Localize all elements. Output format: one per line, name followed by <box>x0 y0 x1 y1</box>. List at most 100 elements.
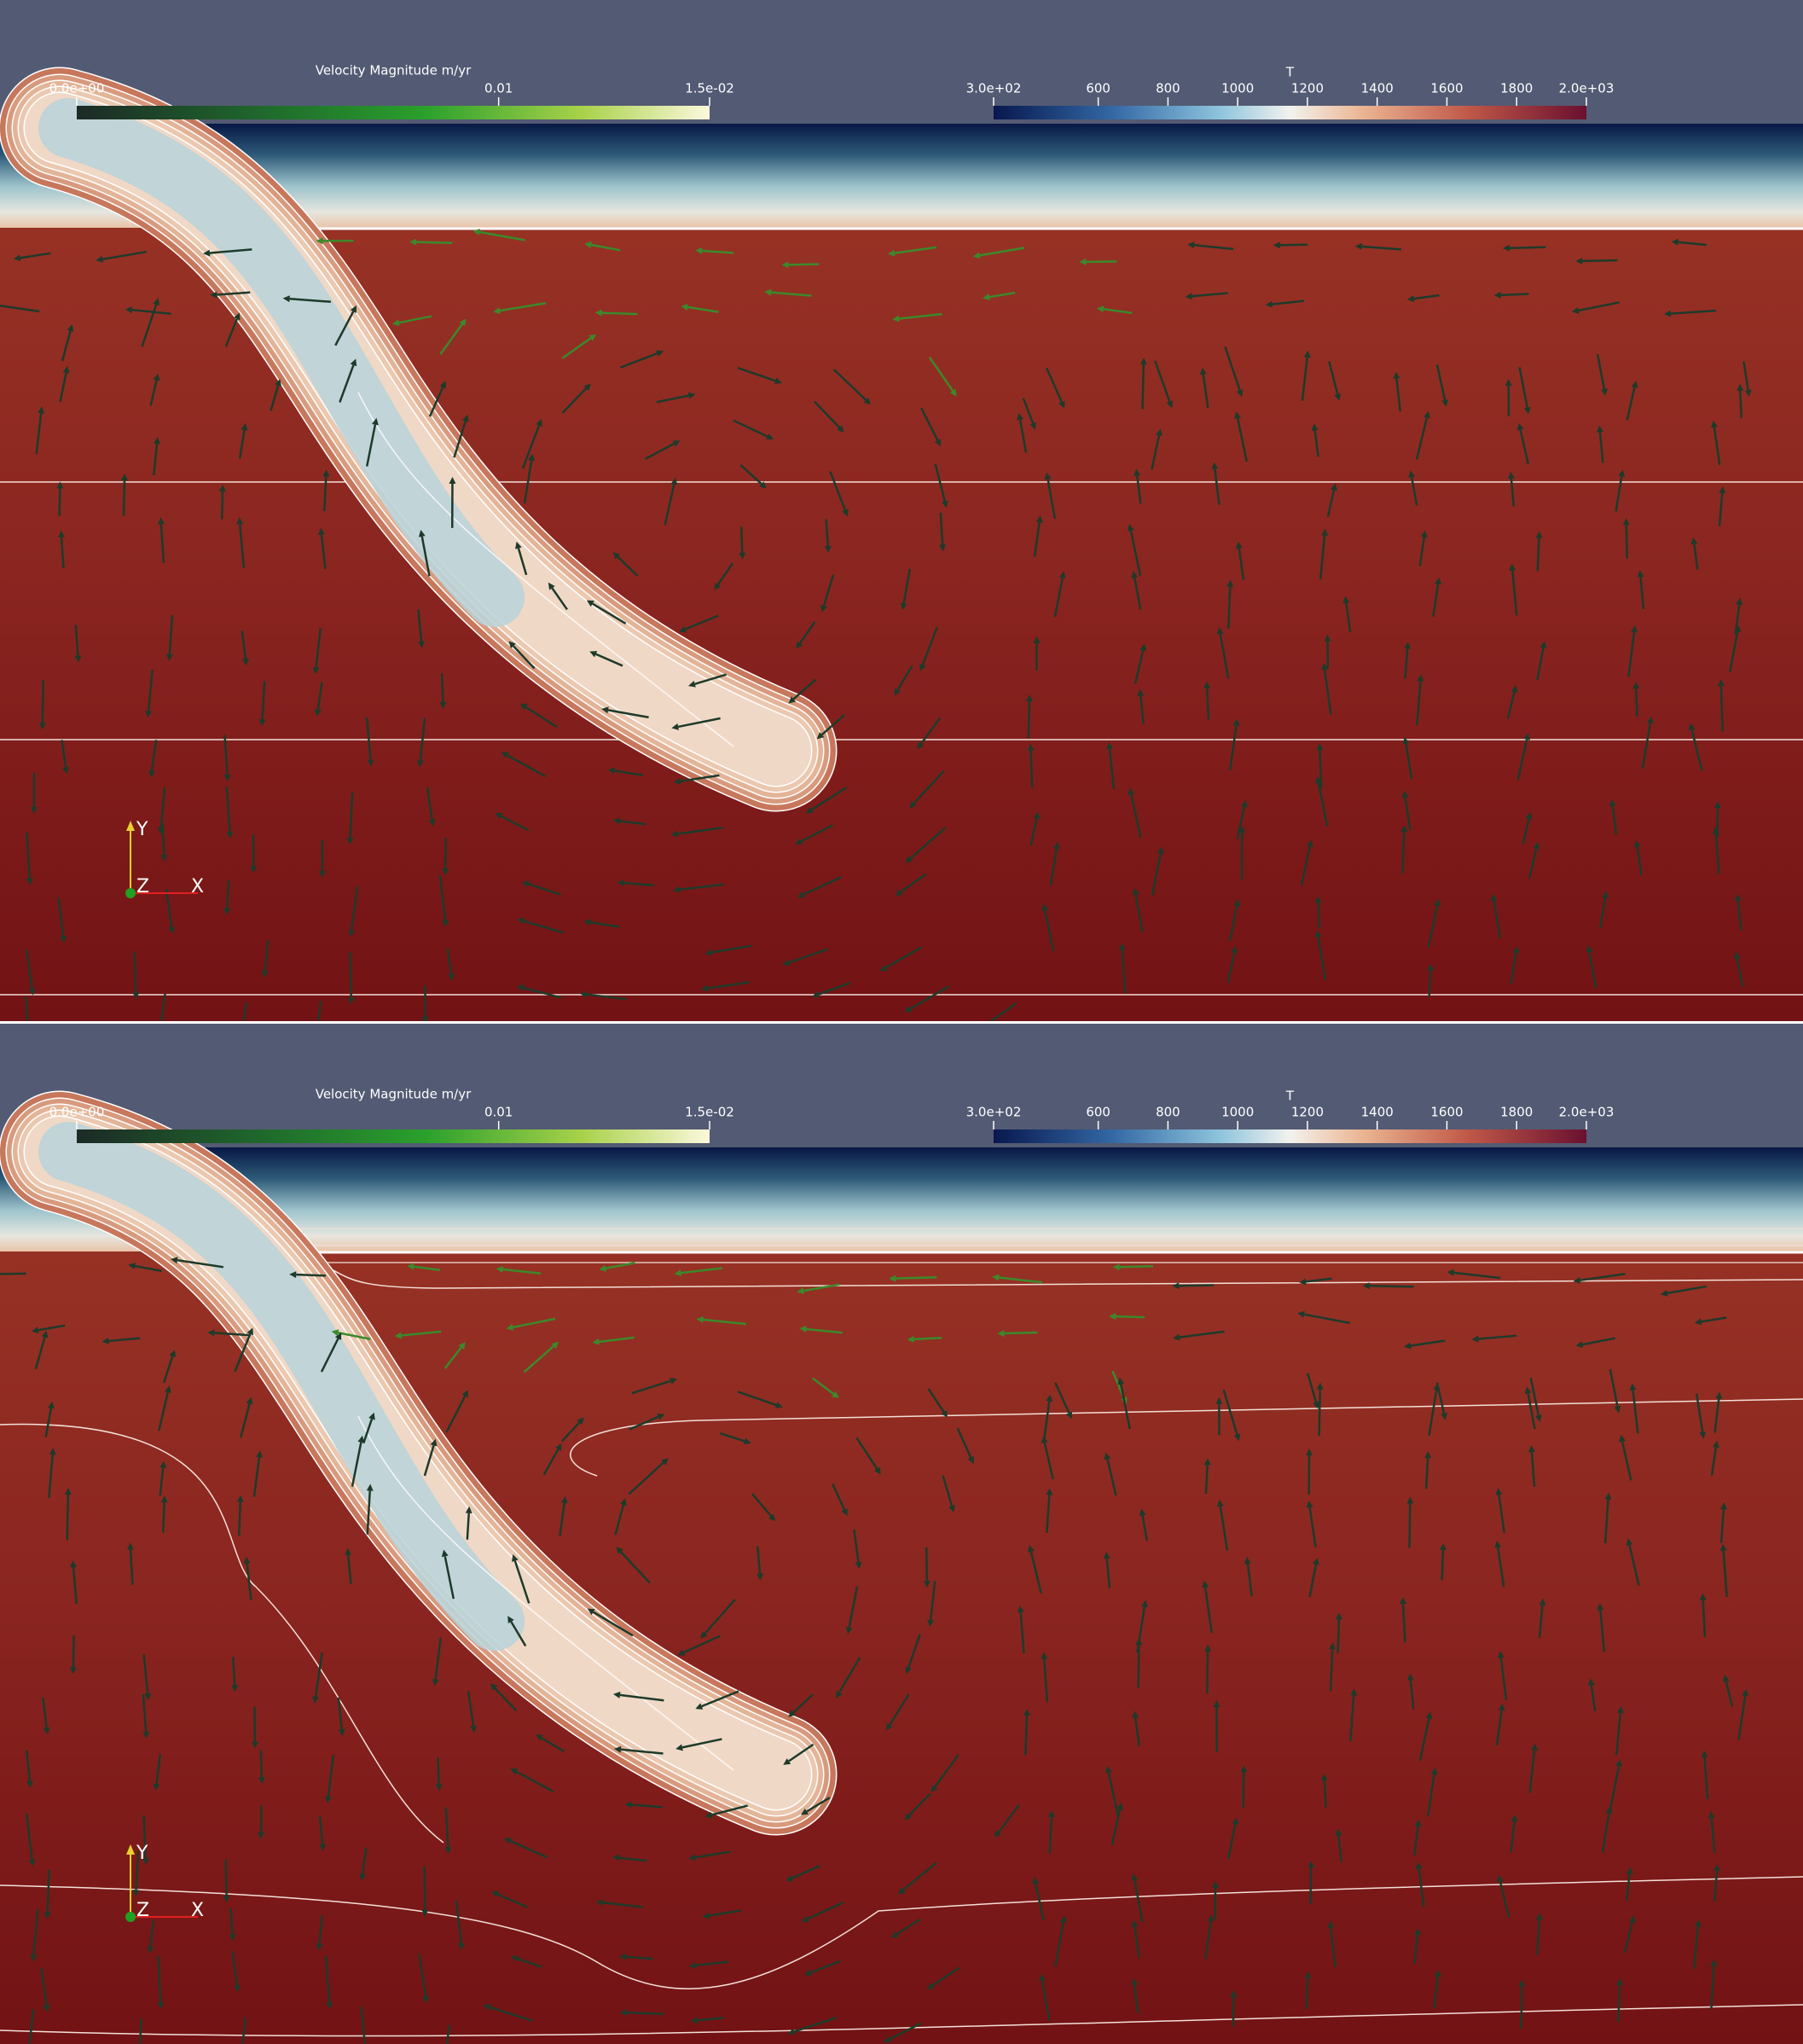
velocity-arrow <box>1627 631 1636 677</box>
velocity-arrow-head <box>1539 1598 1546 1606</box>
velocity-arrow-head <box>501 752 509 758</box>
velocity-arrow <box>241 2017 247 2044</box>
velocity-arrow-head <box>835 1690 843 1698</box>
velocity-arrow-head <box>656 350 664 357</box>
velocity-arrow <box>838 1657 861 1693</box>
velocity-arrow <box>788 948 829 964</box>
velocity-arrow-head <box>1211 462 1219 470</box>
velocity-arrow <box>1529 1377 1540 1416</box>
velocity-arrow <box>1103 308 1133 315</box>
velocity-arrow <box>751 1493 773 1518</box>
velocity-arrow <box>217 291 251 296</box>
velocity-arrow-head <box>1342 595 1350 604</box>
velocity-arrow-head <box>241 658 249 666</box>
velocity-arrow <box>1536 1919 1541 1955</box>
velocity-arrow <box>908 1792 931 1816</box>
velocity-arrow-head <box>1304 1971 1312 1978</box>
velocity-arrow <box>1395 378 1401 412</box>
velocity-arrow-head <box>1236 389 1244 398</box>
velocity-arrow-head <box>1415 1861 1423 1869</box>
velocity-arrow-head <box>458 1342 466 1350</box>
velocity-arrow-head <box>739 552 746 560</box>
velocity-arrow-head <box>904 1813 912 1820</box>
velocity-arrow-head <box>1539 641 1547 648</box>
velocity-arrow <box>832 369 867 401</box>
velocity-arrow-head <box>774 377 782 385</box>
velocity-arrow <box>1404 797 1412 830</box>
velocity-arrow <box>1130 794 1142 839</box>
velocity-arrow <box>444 1556 455 1600</box>
velocity-arrow-head <box>972 252 981 259</box>
velocity-arrow <box>1527 1393 1536 1430</box>
velocity-arrow-head <box>599 1264 606 1272</box>
velocity-arrow-head <box>169 1350 177 1358</box>
velocity-arrow-head <box>700 1631 708 1639</box>
velocity-arrow-head <box>917 741 925 750</box>
velocity-arrow <box>523 986 562 999</box>
velocity-arrow-head <box>418 530 426 537</box>
velocity-arrow <box>141 304 158 347</box>
velocity-arrow <box>1710 1447 1718 1476</box>
velocity-arrow <box>1226 952 1236 984</box>
velocity-arrow-head <box>515 541 522 549</box>
velocity-arrow <box>829 471 847 511</box>
velocity-arrow <box>1609 1765 1620 1811</box>
velocity-arrow-head <box>157 2001 165 2009</box>
velocity-arrow <box>1416 681 1422 726</box>
velocity-arrow <box>142 1653 149 1694</box>
velocity-arrow-head <box>241 423 248 431</box>
velocity-arrow <box>1413 1826 1419 1855</box>
velocity-arrow-head <box>318 871 326 879</box>
velocity-arrow <box>1246 1563 1253 1597</box>
velocity-arrow-head <box>1103 1551 1110 1559</box>
velocity-arrow <box>147 669 154 711</box>
velocity-arrow <box>1710 1966 1715 2010</box>
velocity-arrow <box>1120 1384 1131 1430</box>
velocity-arrow-head <box>1320 1773 1328 1781</box>
velocity-arrow-head <box>1033 811 1041 819</box>
velocity-arrow <box>710 1804 748 1816</box>
velocity-arrow <box>142 1693 148 1733</box>
velocity-arrow-head <box>322 469 330 477</box>
velocity-arrow-head <box>583 383 591 392</box>
velocity-arrow <box>793 2016 838 2033</box>
velocity-arrow-head <box>1039 1973 1046 1982</box>
velocity-arrow <box>361 1847 368 1874</box>
velocity-arrow-head <box>62 365 70 374</box>
velocity-arrow <box>1108 748 1116 790</box>
velocity-arrow-head <box>873 1466 881 1475</box>
velocity-arrow <box>523 1345 554 1373</box>
velocity-arrow <box>631 1803 664 1809</box>
velocity-arrow-head <box>1525 811 1533 820</box>
velocity-arrow <box>423 1866 426 1910</box>
velocity-arrow <box>496 1893 528 1908</box>
velocity-arrow-head <box>120 473 128 481</box>
colorbar-tick-label: 3.0e+02 <box>966 81 1022 96</box>
velocity-arrow <box>1519 429 1530 465</box>
velocity-arrow-head <box>907 1335 914 1343</box>
velocity-arrow <box>1499 1657 1508 1701</box>
velocity-arrow <box>224 1859 228 1896</box>
velocity-arrow <box>1719 686 1724 732</box>
velocity-arrow <box>1701 1316 1727 1323</box>
velocity-arrow-head <box>601 706 609 714</box>
velocity-arrow-head <box>171 1257 178 1264</box>
velocity-arrow-head <box>28 988 36 996</box>
velocity-arrow <box>1279 243 1308 247</box>
velocity-arrow <box>231 1951 239 1986</box>
velocity-arrow <box>467 1691 475 1727</box>
velocity-arrow <box>1678 241 1707 247</box>
velocity-arrow-head <box>1187 241 1195 249</box>
velocity-arrow-head <box>1334 393 1342 401</box>
velocity-arrow <box>1538 1605 1544 1639</box>
velocity-arrow <box>900 873 927 893</box>
velocity-arrow <box>1330 1927 1337 1967</box>
velocity-arrow <box>561 1421 581 1443</box>
velocity-arrow <box>316 682 323 711</box>
velocity-arrow-head <box>223 908 231 915</box>
velocity-arrow-head <box>695 247 703 254</box>
velocity-arrow <box>72 1566 78 1605</box>
velocity-arrow <box>162 1356 174 1384</box>
velocity-arrow-head <box>1586 944 1593 953</box>
velocity-arrow <box>889 1693 910 1726</box>
